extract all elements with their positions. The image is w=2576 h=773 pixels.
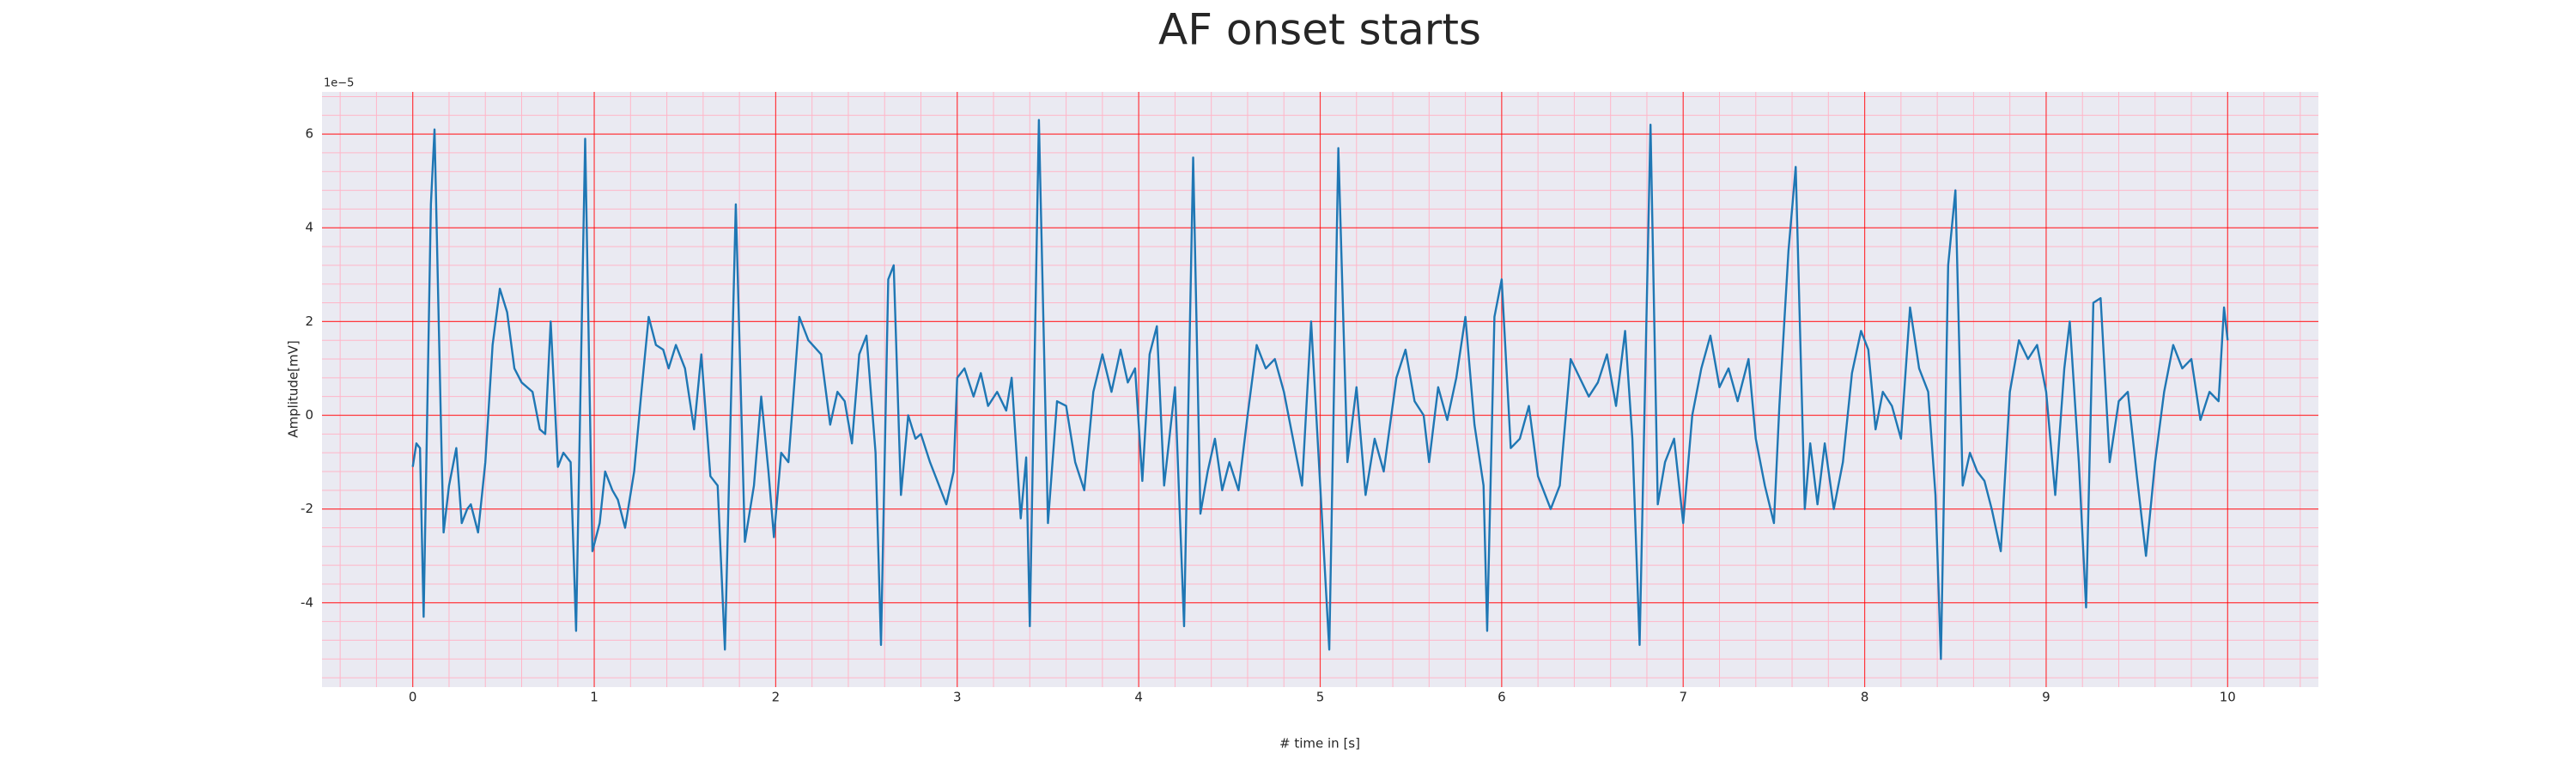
y-tick-label: 2 <box>305 313 313 329</box>
x-tick-label: 8 <box>1861 690 1869 705</box>
x-tick-label: 4 <box>1134 690 1143 705</box>
x-tick-label: 0 <box>409 690 417 705</box>
y-axis-label: Amplitude[mV] <box>286 340 301 437</box>
x-tick-label: 3 <box>953 690 962 705</box>
y-tick-label: 6 <box>305 126 313 142</box>
y-tick-label: -2 <box>301 501 313 516</box>
x-tick-label: 9 <box>2042 690 2050 705</box>
x-tick-label: 1 <box>590 690 598 705</box>
y-tick-label: -4 <box>301 594 313 610</box>
x-tick-label: 5 <box>1316 690 1325 705</box>
x-tick-label: 10 <box>2220 690 2236 705</box>
y-tick-label: 0 <box>305 407 313 423</box>
x-axis-label: # time in [s] <box>1279 736 1360 752</box>
y-offset-label: 1e−5 <box>324 77 354 90</box>
x-tick-label: 2 <box>772 690 781 705</box>
x-tick-label: 6 <box>1498 690 1506 705</box>
y-tick-label: 4 <box>305 220 313 235</box>
signal-line <box>411 119 2229 660</box>
chart-title: AF onset starts <box>1158 5 1481 55</box>
x-tick-label: 7 <box>1679 690 1687 705</box>
